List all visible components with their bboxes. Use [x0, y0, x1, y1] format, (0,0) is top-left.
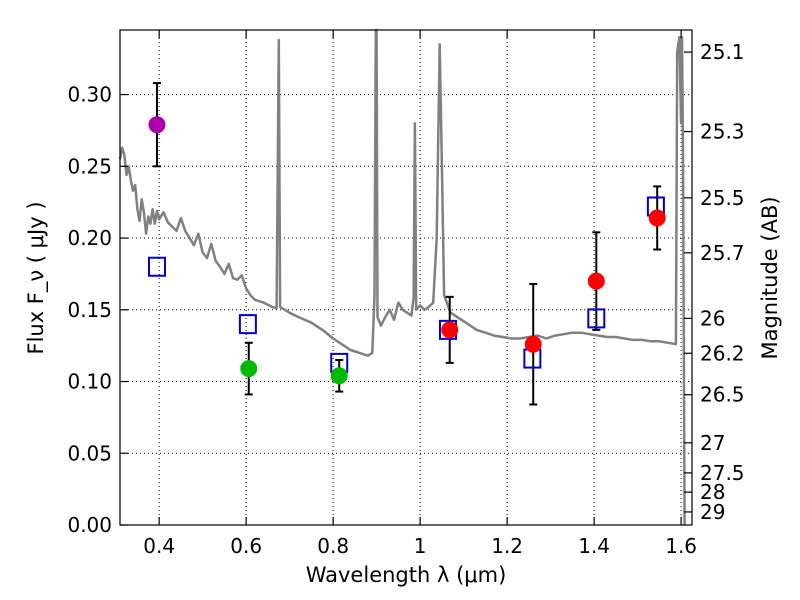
- observed-point: [148, 116, 166, 134]
- axes-frame: [119, 29, 693, 526]
- y-tick-label: 0.10: [67, 370, 112, 394]
- magnitude-tick-label: 27: [700, 431, 725, 455]
- y-axis-label: Flux F_ν ( μJy ): [24, 201, 49, 354]
- y-tick-label: 0.25: [67, 154, 112, 178]
- axis-ticks: [120, 30, 692, 526]
- y-tick-label: 0.15: [67, 298, 112, 322]
- spectrum-line: [118, 28, 686, 526]
- observed-photometry: [148, 116, 666, 385]
- x-tick-label: 1.4: [578, 534, 610, 558]
- magnitude-tick-label: 25.7: [700, 241, 745, 265]
- x-tick-label: 1: [414, 534, 427, 558]
- x-tick-label: 0.6: [230, 534, 262, 558]
- observed-point: [587, 272, 605, 290]
- y-tick-label: 0.00: [67, 513, 112, 537]
- model-square: [587, 308, 606, 329]
- magnitude-tick-label: 29: [700, 500, 725, 524]
- model-photometry: [147, 196, 665, 373]
- magnitude-tick-label: 25.1: [700, 40, 745, 64]
- y-tick-label: 0.20: [67, 226, 112, 250]
- magnitude-tick-label: 25.5: [700, 186, 745, 210]
- magnitude-tick-label: 26: [700, 306, 725, 330]
- observed-point: [240, 360, 258, 378]
- magnitude-tick-label: 25.3: [700, 120, 745, 144]
- observed-point: [648, 209, 666, 227]
- model-spectrum: [118, 28, 686, 526]
- observed-point: [441, 321, 459, 339]
- x-tick-label: 1.2: [491, 534, 523, 558]
- magnitude-tick-label: 26.2: [700, 341, 745, 365]
- x-tick-label: 0.8: [317, 534, 349, 558]
- model-square: [147, 256, 166, 277]
- magnitude-tick-label: 28: [700, 480, 725, 504]
- x-tick-label: 1.6: [665, 534, 697, 558]
- magnitude-tick-label: 26.5: [700, 383, 745, 407]
- observed-point: [524, 335, 542, 353]
- model-square: [238, 314, 257, 335]
- y-axis-right-label: Magnitude (AB): [758, 196, 782, 359]
- y-tick-label: 0.05: [67, 441, 112, 465]
- x-tick-label: 0.4: [143, 534, 175, 558]
- magnitude-tick-label: 27.5: [700, 461, 745, 485]
- observed-point: [330, 367, 348, 385]
- error-bars: [152, 82, 662, 406]
- x-axis-label: Wavelength λ (μm): [306, 563, 507, 587]
- y-tick-label: 0.30: [67, 83, 112, 107]
